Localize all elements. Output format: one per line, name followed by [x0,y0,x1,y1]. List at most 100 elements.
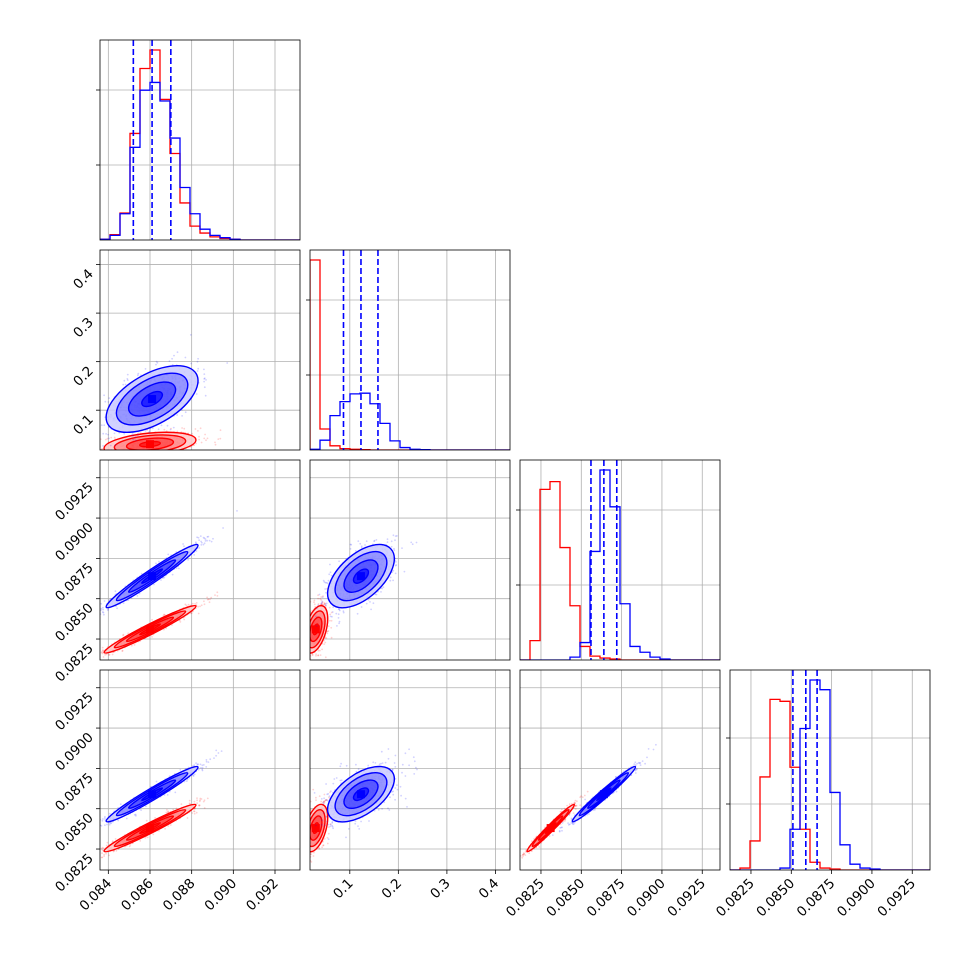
scatter-point [124,383,127,386]
scatter-point [76,458,78,460]
scatter-point [123,457,125,459]
scatter-point [210,540,213,543]
panel-1-0 [76,249,301,472]
scatter-point [389,579,392,582]
scatter-point [166,809,168,811]
scatter-point [324,603,327,606]
scatter-point [140,451,142,453]
scatter-point [302,640,304,642]
scatter-point [214,441,216,444]
scatter-point [153,451,155,453]
scatter-point [325,602,328,605]
scatter-point [167,553,170,556]
scatter-point [337,613,340,616]
scatter-point [107,401,110,403]
scatter-point [187,603,190,606]
scatter-point [80,629,82,631]
scatter-point [102,432,105,435]
scatter-point [171,357,174,360]
scatter-point [101,611,104,613]
scatter-point [310,662,312,664]
scatter-point [328,573,331,576]
scatter-point [305,634,307,636]
scatter-point [308,629,310,631]
scatter-point [195,811,198,814]
scatter-point [183,427,186,430]
scatter-point [123,379,126,382]
scatter-point [113,470,115,472]
scatter-point [134,436,137,438]
scatter-point [329,619,331,622]
scatter-point [202,536,205,539]
scatter-point [154,817,157,819]
scatter-point [127,599,130,601]
scatter-point [329,571,332,574]
scatter-point [236,510,238,512]
scatter-point [90,852,92,854]
scatter-point [138,592,141,595]
scatter-point [337,617,340,619]
scatter-point [107,433,109,436]
scatter-point [190,362,193,365]
scatter-point [357,540,360,542]
scatter-point [320,596,323,598]
scatter-point [100,438,102,441]
scatter-point [307,640,309,642]
scatter-point [349,548,352,550]
scatter-point [100,651,103,654]
scatter-point [132,438,135,441]
scatter-point [373,540,375,543]
scatter-point [153,454,155,456]
scatter-point [306,638,308,640]
scatter-point [212,537,214,540]
scatter-point [94,445,96,447]
scatter-point [203,807,206,809]
scatter-point [100,424,103,427]
scatter-point [190,612,193,615]
scatter-point [360,545,363,548]
scatter-point [163,614,166,616]
scatter-point [304,645,306,647]
contour-ring [115,550,189,602]
scatter-point [179,621,182,623]
histogram-red-series [100,49,300,240]
scatter-point [98,653,100,655]
scatter-point [328,606,331,609]
scatter-point [130,452,132,454]
density-peak [148,395,157,404]
scatter-point [304,637,306,639]
scatter-point [143,453,145,455]
scatter-point [200,604,203,607]
scatter-point [202,543,205,546]
scatter-point [203,600,205,603]
scatter-point [302,648,304,650]
scatter-point [199,605,201,608]
scatter-point [151,618,154,621]
scatter-point [308,628,310,630]
scatter-point [176,351,179,354]
scatter-point [313,603,316,606]
scatter-point [101,651,103,653]
scatter-point [194,428,197,430]
scatter-point [164,453,166,455]
scatter-point [131,434,134,436]
scatter-point [113,455,115,457]
scatter-point [332,606,335,609]
scatter-point [315,615,317,618]
scatter-point [330,636,333,639]
scatter-point [169,428,172,431]
histogram-red-series [310,259,510,450]
scatter-point [415,541,418,544]
scatter-point [160,424,163,427]
scatter-point [308,626,310,628]
scatter-point [197,357,200,360]
scatter-point [181,415,184,417]
scatter-point [148,431,150,434]
scatter-point [124,456,126,458]
scatter-point [134,450,136,452]
scatter-point [97,427,99,429]
panel-content [76,250,300,472]
scatter-point [122,602,125,605]
scatter-point [210,596,213,599]
scatter-point [321,601,324,604]
